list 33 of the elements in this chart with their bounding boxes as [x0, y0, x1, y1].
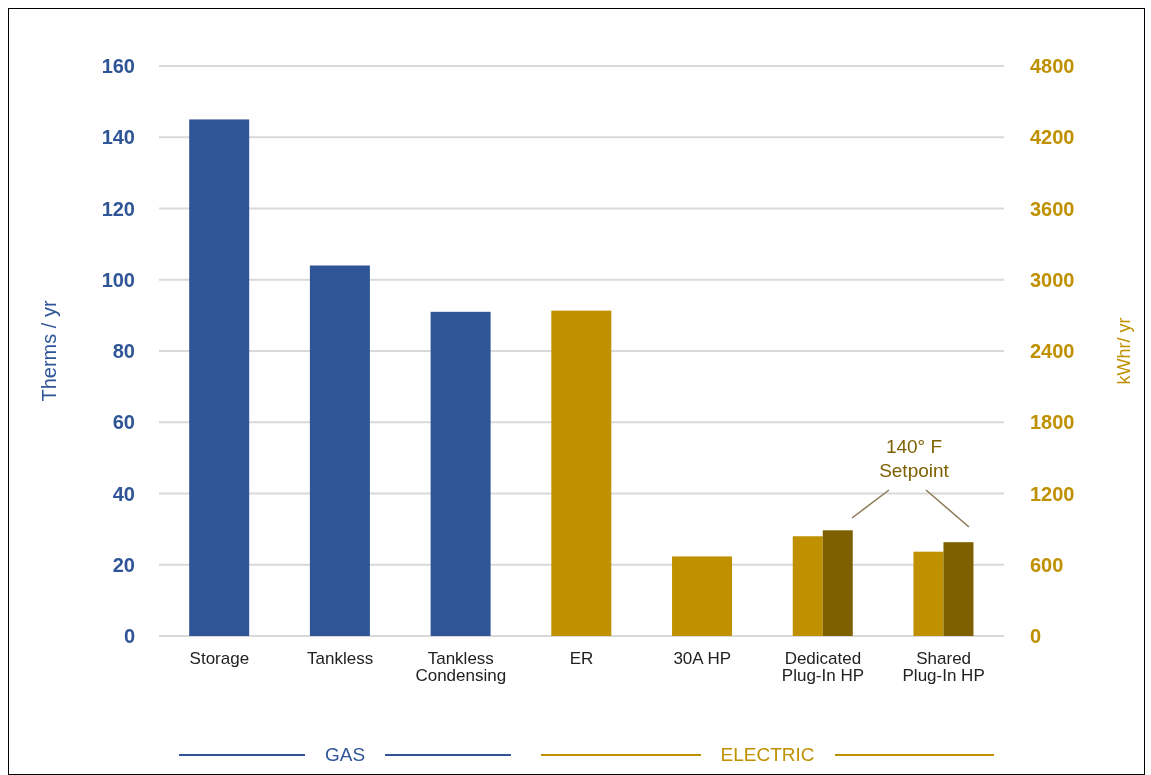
y-tick-label: 40	[112, 482, 135, 505]
bar	[430, 311, 491, 636]
annotation: 140° F Setpoint	[878, 435, 950, 483]
y2-axis-title: kWhr/ yr	[1114, 317, 1135, 385]
y2-tick-label: 600	[1030, 553, 1064, 576]
y-tick-label: 0	[123, 625, 135, 648]
y2-tick-label: 1200	[1030, 482, 1075, 505]
y-tick-label: 160	[101, 55, 135, 78]
x-tick-label: ER	[569, 649, 594, 669]
text: GAS	[325, 744, 366, 766]
y2-tick-label: 4200	[1030, 126, 1075, 149]
y2-tick-label: 3000	[1030, 268, 1075, 291]
y2-tick-label: 3600	[1030, 197, 1075, 220]
x-tick-label: Tankless	[307, 649, 374, 669]
y-tick-label: 140	[101, 126, 135, 149]
y-axis-title: Therms / yr	[38, 300, 61, 402]
bar	[309, 265, 370, 636]
y-tick-label: 100	[101, 268, 135, 291]
y-tick-label: 60	[112, 411, 135, 434]
x-tick-label: Tankless Condensing	[415, 649, 507, 686]
x-tick-label: Storage	[189, 649, 250, 669]
y-tick-label: 20	[112, 553, 135, 576]
y2-tick-label: 4800	[1030, 55, 1075, 78]
x-tick-label: Dedicated Plug-In HP	[781, 649, 865, 686]
text: ELECTRIC	[720, 744, 815, 766]
y2-tick-label: 2400	[1030, 340, 1075, 363]
y-tick-label: 120	[101, 197, 135, 220]
y2-tick-label: 1800	[1030, 411, 1075, 434]
x-tick-label: 30A HP	[673, 649, 732, 669]
bar	[189, 119, 250, 636]
x-tick-label: Shared Plug-In HP	[902, 649, 985, 686]
y2-tick-label: 0	[1030, 625, 1042, 648]
y-tick-label: 80	[112, 340, 135, 363]
